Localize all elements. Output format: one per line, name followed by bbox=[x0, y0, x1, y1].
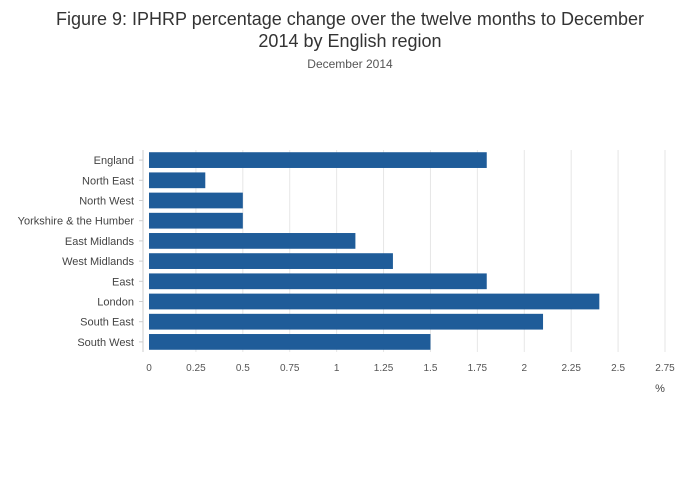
x-tick-label: 1.75 bbox=[468, 363, 488, 374]
chart-title-line-2: 2014 by English region bbox=[258, 31, 442, 51]
category-label: London bbox=[97, 297, 134, 309]
x-tick-label: 0.25 bbox=[186, 363, 206, 374]
bar bbox=[149, 253, 393, 269]
bar bbox=[149, 233, 356, 249]
x-axis-unit-label: % bbox=[655, 383, 665, 395]
bar bbox=[149, 192, 243, 209]
bar bbox=[149, 172, 206, 189]
bar bbox=[149, 293, 600, 310]
bar bbox=[149, 273, 487, 290]
category-label: South East bbox=[80, 317, 134, 329]
chart-subtitle: December 2014 bbox=[307, 57, 393, 71]
bar bbox=[149, 152, 487, 168]
category-label: England bbox=[94, 155, 134, 167]
x-tick-label: 2.25 bbox=[561, 363, 581, 374]
category-label: East Midlands bbox=[65, 236, 135, 248]
x-tick-label: 2.75 bbox=[655, 363, 675, 374]
bar bbox=[149, 313, 544, 330]
category-label: North East bbox=[82, 175, 134, 187]
category-label: West Midlands bbox=[62, 256, 134, 268]
category-label: Yorkshire & the Humber bbox=[18, 216, 135, 228]
x-tick-label: 2 bbox=[521, 363, 527, 374]
category-label: South West bbox=[77, 337, 134, 349]
bar bbox=[149, 212, 243, 229]
x-tick-label: 0.75 bbox=[280, 363, 300, 374]
x-tick-label: 2.5 bbox=[611, 363, 625, 374]
x-tick-label: 1 bbox=[334, 363, 340, 374]
x-tick-label: 1.25 bbox=[374, 363, 394, 374]
x-tick-label: 0.5 bbox=[236, 363, 250, 374]
category-label: East bbox=[112, 276, 134, 288]
category-label: North West bbox=[79, 196, 134, 208]
chart-title: Figure 9: IPHRP percentage change over t… bbox=[0, 8, 700, 52]
x-tick-label: 0 bbox=[146, 363, 152, 374]
x-tick-label: 1.5 bbox=[424, 363, 438, 374]
bar bbox=[149, 334, 431, 350]
chart-title-line-1: Figure 9: IPHRP percentage change over t… bbox=[56, 9, 644, 29]
